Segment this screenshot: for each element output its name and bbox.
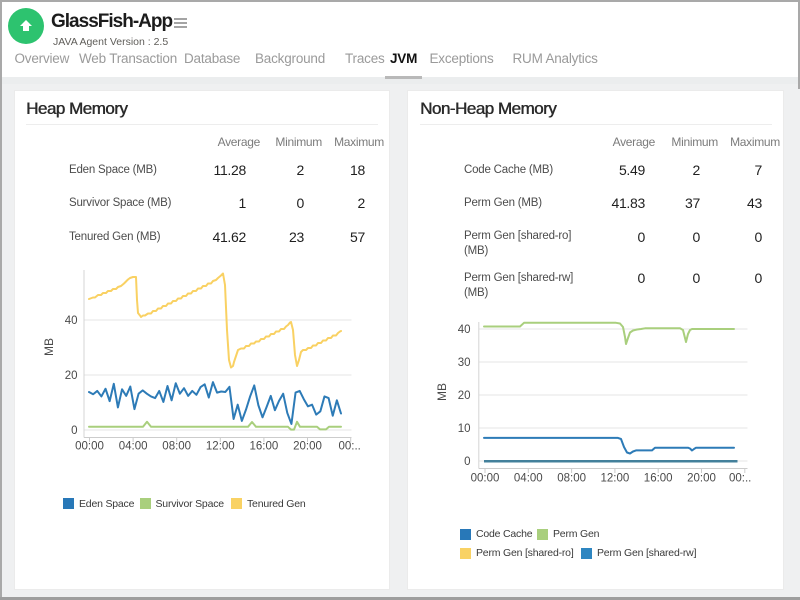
svg-text:0: 0 bbox=[464, 456, 470, 468]
svg-text:40: 40 bbox=[458, 324, 471, 336]
svg-text:30: 30 bbox=[458, 357, 471, 369]
svg-text:12:00: 12:00 bbox=[601, 473, 630, 485]
svg-text:20: 20 bbox=[458, 390, 471, 402]
svg-text:16:00: 16:00 bbox=[250, 441, 279, 453]
svg-text:08:00: 08:00 bbox=[162, 441, 191, 453]
svg-text:00:..: 00:.. bbox=[729, 473, 751, 485]
svg-text:20:00: 20:00 bbox=[293, 441, 322, 453]
svg-text:00:00: 00:00 bbox=[471, 473, 500, 485]
svg-text:04:00: 04:00 bbox=[119, 441, 148, 453]
svg-text:00:00: 00:00 bbox=[75, 441, 104, 453]
svg-text:16:00: 16:00 bbox=[644, 473, 673, 485]
svg-text:0: 0 bbox=[71, 425, 77, 437]
svg-text:04:00: 04:00 bbox=[514, 473, 543, 485]
svg-text:20:00: 20:00 bbox=[687, 473, 716, 485]
svg-text:MB: MB bbox=[435, 383, 449, 401]
svg-text:12:00: 12:00 bbox=[206, 441, 235, 453]
svg-text:MB: MB bbox=[42, 338, 56, 356]
svg-text:00:..: 00:.. bbox=[339, 441, 361, 453]
svg-text:20: 20 bbox=[65, 370, 78, 382]
svg-text:10: 10 bbox=[458, 423, 471, 435]
svg-text:08:00: 08:00 bbox=[557, 473, 586, 485]
svg-text:40: 40 bbox=[65, 315, 78, 327]
